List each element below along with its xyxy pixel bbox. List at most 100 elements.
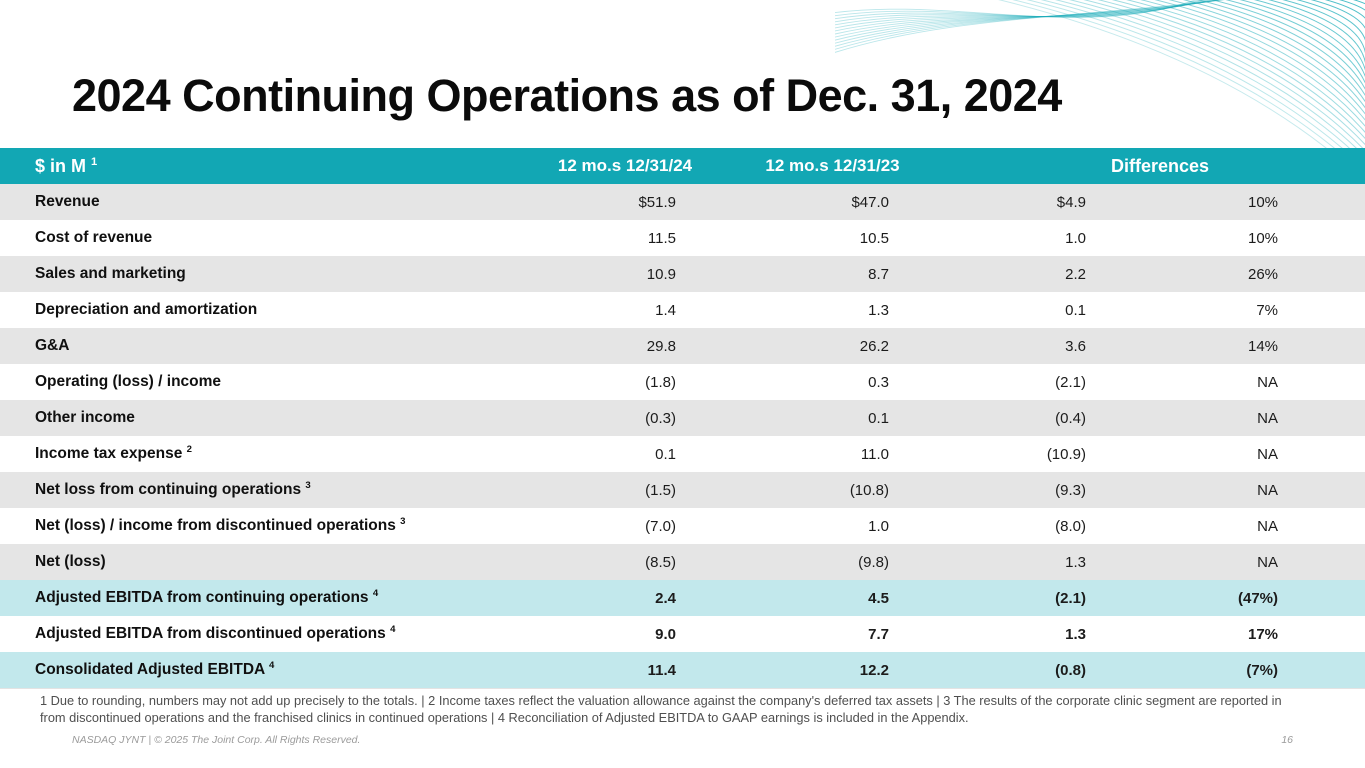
row-label: Adjusted EBITDA from continuing operatio… xyxy=(0,580,530,616)
value-difference-pct: 14% xyxy=(1100,328,1291,364)
value-12mo-24: 0.1 xyxy=(530,436,720,472)
value-12mo-23: 1.3 xyxy=(720,292,945,328)
value-12mo-24: 11.5 xyxy=(530,220,720,256)
table-row: G&A 29.8 26.2 3.6 14% xyxy=(0,328,1365,364)
row-filler xyxy=(1290,472,1365,508)
value-12mo-23: 7.7 xyxy=(720,616,945,652)
value-difference-pct: 10% xyxy=(1100,220,1291,256)
value-12mo-24: 11.4 xyxy=(530,652,720,689)
table-row: Operating (loss) / income (1.8) 0.3 (2.1) NA xyxy=(0,364,1365,400)
table-row: Adjusted EBITDA from continuing operatio… xyxy=(0,580,1365,616)
value-difference: 2.2 xyxy=(945,256,1100,292)
footnotes: 1 Due to rounding, numbers may not add u… xyxy=(40,693,1282,726)
value-12mo-24: 10.9 xyxy=(530,256,720,292)
row-label: Adjusted EBITDA from discontinued operat… xyxy=(0,616,530,652)
footer-copyright: NASDAQ JYNT | © 2025 The Joint Corp. All… xyxy=(72,734,361,746)
value-difference: $4.9 xyxy=(945,184,1100,220)
row-filler xyxy=(1290,256,1365,292)
value-difference: (8.0) xyxy=(945,508,1100,544)
row-filler xyxy=(1290,580,1365,616)
col-header-12mo-2023: 12 mo.s 12/31/23 xyxy=(720,148,945,184)
row-filler xyxy=(1290,436,1365,472)
table-row: Income tax expense 2 0.1 11.0 (10.9) NA xyxy=(0,436,1365,472)
row-label: G&A xyxy=(0,328,530,364)
col-header-filler xyxy=(1290,148,1365,184)
value-difference: (10.9) xyxy=(945,436,1100,472)
row-label: Income tax expense 2 xyxy=(0,436,530,472)
slide-title: 2024 Continuing Operations as of Dec. 31… xyxy=(72,70,1062,121)
col-header-differences: Differences xyxy=(945,148,1291,184)
row-label: Consolidated Adjusted EBITDA 4 xyxy=(0,652,530,689)
row-filler xyxy=(1290,292,1365,328)
row-label: Net loss from continuing operations 3 xyxy=(0,472,530,508)
header-row: $ in M 1 12 mo.s 12/31/24 12 mo.s 12/31/… xyxy=(0,148,1365,184)
value-12mo-24: 29.8 xyxy=(530,328,720,364)
value-difference-pct: NA xyxy=(1100,364,1291,400)
row-label: Depreciation and amortization xyxy=(0,292,530,328)
row-filler xyxy=(1290,220,1365,256)
table-row: Net (loss) / income from discontinued op… xyxy=(0,508,1365,544)
decorative-wave-lines xyxy=(835,0,1365,168)
value-12mo-24: (1.5) xyxy=(530,472,720,508)
value-12mo-23: 0.1 xyxy=(720,400,945,436)
value-difference: (2.1) xyxy=(945,364,1100,400)
value-difference: 1.0 xyxy=(945,220,1100,256)
table-row: Adjusted EBITDA from discontinued operat… xyxy=(0,616,1365,652)
col-header-12mo-2024: 12 mo.s 12/31/24 xyxy=(530,148,720,184)
value-12mo-24: (1.8) xyxy=(530,364,720,400)
value-difference-pct: NA xyxy=(1100,472,1291,508)
value-12mo-23: $47.0 xyxy=(720,184,945,220)
value-difference-pct: (7%) xyxy=(1100,652,1291,689)
table-row: Cost of revenue 11.5 10.5 1.0 10% xyxy=(0,220,1365,256)
value-12mo-23: 4.5 xyxy=(720,580,945,616)
row-filler xyxy=(1290,508,1365,544)
value-difference: 1.3 xyxy=(945,616,1100,652)
col-header-dollars-in-millions: $ in M 1 xyxy=(0,148,530,184)
value-difference-pct: 17% xyxy=(1100,616,1291,652)
value-12mo-24: 9.0 xyxy=(530,616,720,652)
table-row: Net loss from continuing operations 3 (1.… xyxy=(0,472,1365,508)
value-12mo-23: (9.8) xyxy=(720,544,945,580)
table-row: Consolidated Adjusted EBITDA 4 11.4 12.2 (0… xyxy=(0,652,1365,689)
value-12mo-23: 8.7 xyxy=(720,256,945,292)
row-label: Net (loss) xyxy=(0,544,530,580)
row-label: Cost of revenue xyxy=(0,220,530,256)
value-12mo-23: 10.5 xyxy=(720,220,945,256)
financial-table: $ in M 1 12 mo.s 12/31/24 12 mo.s 12/31/… xyxy=(0,148,1365,689)
value-difference-pct: 10% xyxy=(1100,184,1291,220)
col-header-label-sup: 1 xyxy=(91,155,98,168)
value-difference-pct: (47%) xyxy=(1100,580,1291,616)
value-difference: 1.3 xyxy=(945,544,1100,580)
row-filler xyxy=(1290,328,1365,364)
value-12mo-24: 2.4 xyxy=(530,580,720,616)
value-difference-pct: 26% xyxy=(1100,256,1291,292)
row-label: Net (loss) / income from discontinued op… xyxy=(0,508,530,544)
value-difference-pct: NA xyxy=(1100,436,1291,472)
value-12mo-23: 26.2 xyxy=(720,328,945,364)
value-12mo-23: (10.8) xyxy=(720,472,945,508)
value-12mo-24: (0.3) xyxy=(530,400,720,436)
value-difference: (0.8) xyxy=(945,652,1100,689)
value-12mo-23: 1.0 xyxy=(720,508,945,544)
row-filler xyxy=(1290,652,1365,689)
table-row: Revenue $51.9 $47.0 $4.9 10% xyxy=(0,184,1365,220)
table-body: Revenue $51.9 $47.0 $4.9 10% Cost of revenue 1… xyxy=(0,184,1365,689)
value-12mo-24: 1.4 xyxy=(530,292,720,328)
row-label: Sales and marketing xyxy=(0,256,530,292)
table-row: Depreciation and amortization 1.4 1.3 0.1 7% xyxy=(0,292,1365,328)
col-header-label-text: $ in M xyxy=(35,155,87,176)
value-12mo-23: 12.2 xyxy=(720,652,945,689)
value-difference: 0.1 xyxy=(945,292,1100,328)
row-filler xyxy=(1290,364,1365,400)
row-filler xyxy=(1290,616,1365,652)
table-row: Other income (0.3) 0.1 (0.4) NA xyxy=(0,400,1365,436)
value-difference: (0.4) xyxy=(945,400,1100,436)
row-label: Operating (loss) / income xyxy=(0,364,530,400)
value-difference: (9.3) xyxy=(945,472,1100,508)
value-12mo-23: 0.3 xyxy=(720,364,945,400)
value-difference-pct: NA xyxy=(1100,400,1291,436)
row-filler xyxy=(1290,544,1365,580)
value-12mo-24: (8.5) xyxy=(530,544,720,580)
value-12mo-24: (7.0) xyxy=(530,508,720,544)
